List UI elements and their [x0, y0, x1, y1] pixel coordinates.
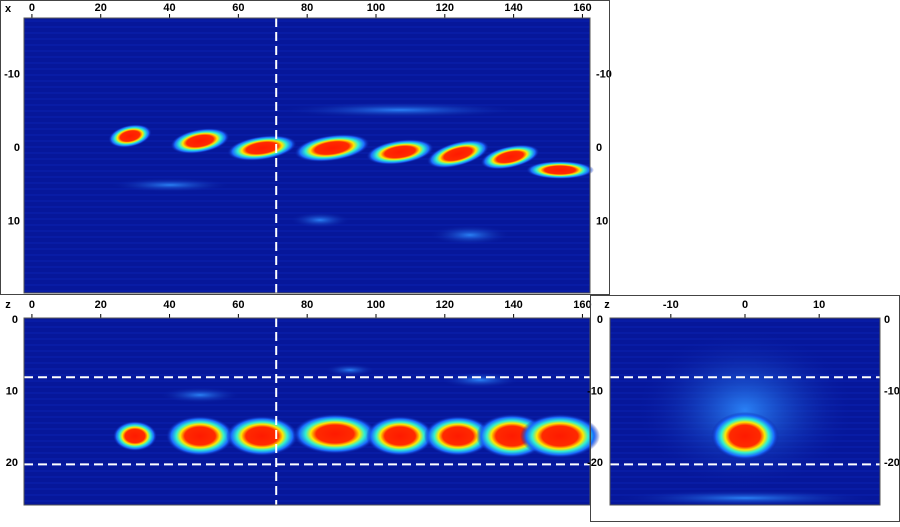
axis-label: z — [5, 299, 11, 311]
echo-glow — [290, 212, 350, 228]
y-tick-label: 20 — [6, 457, 18, 469]
panel-frame — [23, 17, 591, 294]
x-tick-label: 0 — [29, 2, 35, 14]
x-tick-label: 160 — [573, 2, 591, 14]
image-panel — [24, 18, 594, 293]
echo-blob — [520, 414, 600, 458]
y-tick-label: -10 — [587, 385, 603, 397]
x-tick-label: 120 — [436, 299, 454, 311]
echo-glow — [110, 178, 230, 192]
x-tick-label: 80 — [301, 2, 313, 14]
x-tick-label: 140 — [504, 2, 522, 14]
echo-blob — [526, 161, 594, 179]
x-tick-label: 0 — [29, 299, 35, 311]
x-tick-label: 160 — [573, 299, 591, 311]
echo-blob — [170, 128, 230, 154]
x-tick-label: 20 — [95, 2, 107, 14]
echo-blob — [366, 139, 434, 165]
x-tick-label: 80 — [301, 299, 313, 311]
y-tick-label: 0 — [14, 142, 20, 154]
y-tick-label: 10 — [6, 385, 18, 397]
x-tick-label: 120 — [436, 2, 454, 14]
x-tick-label: -10 — [663, 299, 679, 311]
image-panel — [610, 318, 880, 506]
y-tick-label: -20 — [587, 457, 603, 469]
panel-frame — [609, 317, 881, 506]
echo-blob — [711, 412, 779, 460]
x-tick-label: 60 — [232, 2, 244, 14]
echo-glow — [280, 102, 520, 118]
echo-blob — [366, 416, 434, 456]
echo-blob — [293, 414, 377, 454]
image-panel — [24, 318, 600, 505]
x-tick-label: 100 — [367, 2, 385, 14]
x-tick-label: 10 — [813, 299, 825, 311]
y-tick-label: -10 — [4, 69, 20, 81]
y-tick-label: 0 — [596, 142, 602, 154]
y-tick-label: 0 — [884, 314, 890, 326]
x-tick-label: 60 — [232, 299, 244, 311]
y-tick-label: 0 — [12, 314, 18, 326]
echo-glow — [430, 225, 510, 245]
axis-label: x — [5, 3, 12, 15]
view-frame — [0, 0, 610, 295]
x-tick-label: 0 — [742, 299, 748, 311]
x-tick-label: 20 — [95, 299, 107, 311]
echo-glow — [325, 364, 375, 376]
echo-glow — [440, 372, 520, 388]
echo-blob — [226, 416, 298, 456]
y-tick-label: 10 — [596, 216, 608, 228]
echo-blob — [166, 416, 234, 456]
x-tick-label: 100 — [367, 299, 385, 311]
x-tick-label: 140 — [504, 299, 522, 311]
axis-label: z — [604, 299, 610, 311]
y-tick-label: -10 — [596, 69, 612, 81]
echo-glow — [635, 330, 855, 490]
x-tick-label: 40 — [163, 299, 175, 311]
echo-blob — [424, 416, 492, 456]
y-tick-label: 10 — [8, 216, 20, 228]
echo-blob — [426, 139, 490, 169]
x-tick-label: 40 — [163, 2, 175, 14]
echo-glow — [615, 490, 875, 506]
y-tick-label: 0 — [597, 314, 603, 326]
echo-blob — [108, 124, 152, 148]
y-tick-label: -20 — [884, 457, 900, 469]
echo-blob — [113, 421, 157, 451]
echo-blob — [294, 134, 370, 162]
echo-blob — [480, 144, 540, 170]
echo-blob — [227, 135, 297, 161]
echo-glow — [160, 387, 240, 403]
y-tick-label: -10 — [884, 385, 900, 397]
